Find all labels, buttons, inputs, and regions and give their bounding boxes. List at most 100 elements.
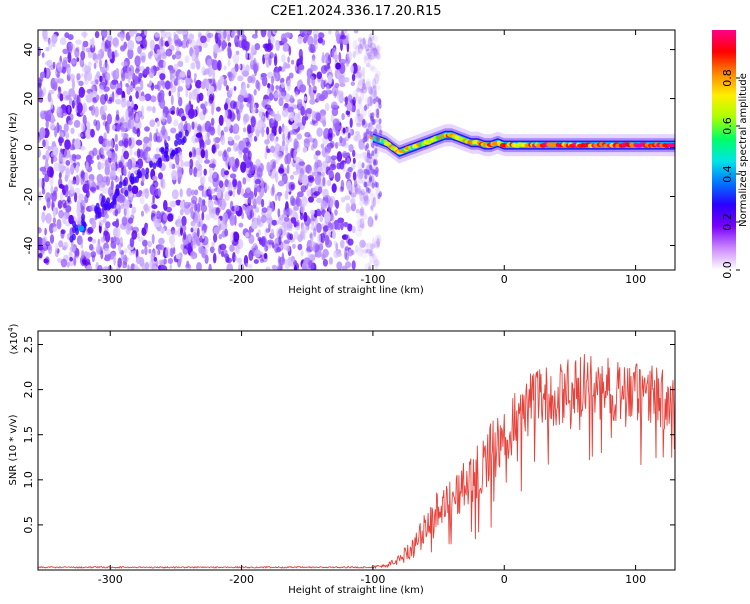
heatmap-noise-cell [301,115,307,126]
heatmap-noise-cell [128,217,134,224]
heatmap-noise-cell [103,132,107,142]
heatmap-noise-cell [44,162,49,170]
heatmap-noise-cell [121,216,128,226]
heatmap-noise-cell [125,108,129,121]
snr-x-label: Height of straight line (km) [288,585,424,596]
heatmap-noise-cell [242,137,248,143]
heatmap-noise-cell [175,43,180,56]
heatmap-noise-cell [233,214,237,226]
heatmap-noise-cell [320,232,326,244]
heatmap-noise-cell [163,61,167,67]
heatmap-noise-cell [110,152,118,163]
heatmap-noise-cell [94,106,99,118]
heatmap-noise-cell [310,209,315,215]
heatmap-noise-cell [361,241,368,248]
y-tick-label: -40 [22,237,35,255]
heatmap-noise-cell [247,150,252,160]
x-tick-label: 0 [501,573,508,586]
heatmap-noise-cell [358,241,363,254]
heatmap-noise-cell [94,30,100,39]
heatmap-noise-cell [81,169,85,178]
heatmap-noise-cell [38,252,43,259]
heatmap-noise-cell [328,30,332,35]
heatmap-noise-cell [200,103,206,110]
heatmap-noise-cell [188,33,195,40]
heatmap-noise-cell [227,34,231,42]
heatmap-noise-cell [242,84,246,90]
heatmap-noise-cell [253,135,258,142]
heatmap-noise-cell [100,154,105,160]
heatmap-noise-cell [93,62,97,69]
heatmap-noise-cell [74,192,78,203]
heatmap-noise-cell [102,217,107,223]
heatmap-noise-cell [239,88,247,96]
heatmap-noise-cell [359,217,365,229]
heatmap-noise-cell [297,111,301,120]
heatmap-noise-cell [197,31,202,38]
heatmap-noise-cell [271,75,274,85]
heatmap-noise-cell [103,248,110,255]
heatmap-noise-cell [287,106,294,113]
heatmap-noise-cell [76,255,80,260]
heatmap-noise-cell [128,110,135,120]
heatmap-noise-cell [357,247,364,257]
heatmap-noise-cell [286,245,291,252]
heatmap-noise-cell [304,225,308,234]
heatmap-noise-cell [233,204,240,212]
heatmap-noise-cell [99,162,105,169]
heatmap-noise-cell [350,65,354,74]
heatmap-noise-cell [69,246,77,253]
heatmap-noise-cell [204,101,208,107]
heatmap-noise-cell [359,208,364,216]
heatmap-noise-cell [347,94,353,103]
heatmap-noise-cell [359,166,365,177]
heatmap-noise-cell [332,118,340,128]
heatmap-noise-cell [62,67,66,74]
heatmap-noise-cell [266,239,274,245]
heatmap-feature-cell [175,133,180,141]
heatmap-noise-cell [196,262,202,270]
heatmap-noise-cell [245,51,248,60]
heatmap-noise-cell [74,154,82,160]
heatmap-noise-cell [362,119,366,125]
heatmap-noise-cell [172,191,176,197]
heatmap-noise-cell [271,183,275,195]
heatmap-noise-cell [176,107,180,117]
heatmap-noise-cell [39,166,47,172]
heatmap-noise-cell [365,81,371,90]
heatmap-noise-cell [369,175,373,182]
heatmap-noise-cell [82,40,89,48]
heatmap-noise-cell [134,68,140,74]
heatmap-noise-cell [77,102,83,114]
heatmap-noise-cell [191,52,196,62]
heatmap-noise-cell [58,183,64,189]
heatmap-noise-cell [260,237,266,247]
snr-y-multiplier-exp: 4 [7,327,15,332]
heatmap-noise-cell [245,232,250,238]
heatmap-noise-cell [104,256,111,262]
heatmap-noise-cell [283,222,289,232]
heatmap-noise-cell [258,111,263,117]
heatmap-noise-cell [247,169,255,175]
heatmap-noise-cell [155,128,159,135]
heatmap-noise-cell [91,239,97,244]
heatmap-noise-cell [356,134,361,142]
heatmap-noise-cell [158,79,164,87]
heatmap-noise-cell [143,30,147,36]
heatmap-noise-cell [336,91,344,102]
heatmap-noise-cell [244,205,252,216]
heatmap-noise-cell [369,164,373,171]
heatmap-noise-cell [339,161,345,170]
heatmap-noise-cell [135,86,142,92]
heatmap-noise-cell [156,210,161,220]
heatmap-noise-cell [313,227,317,238]
heatmap-noise-cell [138,72,143,79]
heatmap-feature-cell [177,138,182,146]
heatmap-noise-cell [246,83,250,89]
heatmap-noise-cell [367,37,373,48]
heatmap-noise-cell [105,159,109,166]
heatmap-noise-cell [81,43,85,53]
heatmap-noise-cell [74,47,80,58]
heatmap-noise-cell [361,189,365,196]
colorbar: 0.0 0.2 0.4 0.6 0.8 Normalized spectral ampl… [712,30,749,279]
